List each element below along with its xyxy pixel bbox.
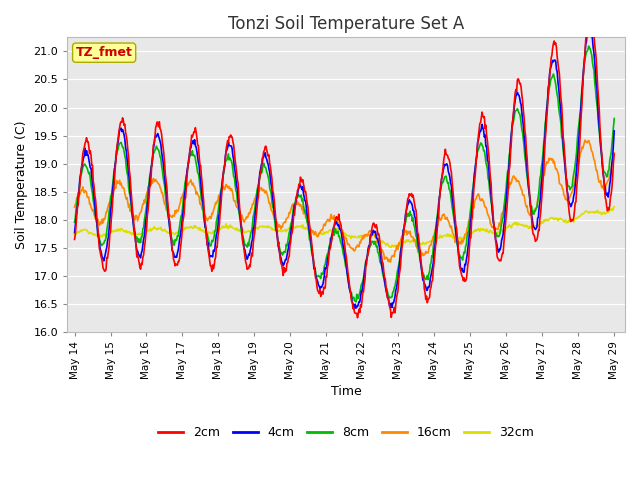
Y-axis label: Soil Temperature (C): Soil Temperature (C) [15, 120, 28, 249]
Legend: 2cm, 4cm, 8cm, 16cm, 32cm: 2cm, 4cm, 8cm, 16cm, 32cm [153, 421, 539, 444]
Text: TZ_fmet: TZ_fmet [76, 46, 132, 59]
X-axis label: Time: Time [331, 385, 362, 398]
Title: Tonzi Soil Temperature Set A: Tonzi Soil Temperature Set A [228, 15, 464, 33]
